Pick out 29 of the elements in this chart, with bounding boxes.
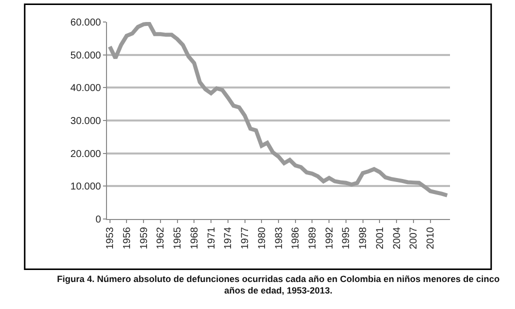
x-tick-label: 2004 (392, 226, 403, 250)
y-tick-label: 20.000 (70, 148, 102, 160)
line-series (108, 22, 450, 198)
x-tick-label: 2007 (408, 226, 420, 250)
x-tick-label: 1995 (341, 226, 352, 250)
x-tick-label: 1986 (290, 226, 302, 250)
x-tick-label: 1989 (307, 226, 318, 250)
x-tick-label: 1980 (256, 226, 268, 250)
x-tick-label: 1959 (138, 226, 150, 250)
x-tick-label: 1998 (358, 226, 370, 250)
text: Figura 4. Número absoluto de defunciones ocurridas cada año en Colombia en niños menores de cinco años de edad, 1953-2013. (57, 274, 500, 296)
x-tick-label: 1953 (105, 226, 116, 250)
x-tick-label: 1974 (223, 226, 234, 250)
x-tick-label: 1965 (172, 226, 184, 250)
x-tick-label: 1983 (274, 226, 285, 250)
x-tick-label: 1971 (206, 226, 218, 250)
x-tick-label: 1977 (240, 226, 252, 250)
y-tick-label: 30.000 (70, 116, 102, 127)
x-tick-label: 1968 (189, 226, 200, 250)
y-tick-label: 60.000 (70, 18, 102, 28)
x-tick-label: 1962 (156, 226, 167, 250)
y-tick-label: 40.000 (70, 83, 102, 94)
y-tick-label: 0 (95, 214, 102, 226)
x-tick-label: 1956 (122, 226, 133, 250)
y-tick-label: 10.000 (70, 182, 102, 193)
x-tick-label: 2001 (374, 226, 386, 250)
x-tick-label: 1992 (324, 226, 336, 250)
x-tick-label: 2010 (426, 226, 437, 250)
y-tick-label: 50.000 (70, 50, 102, 62)
